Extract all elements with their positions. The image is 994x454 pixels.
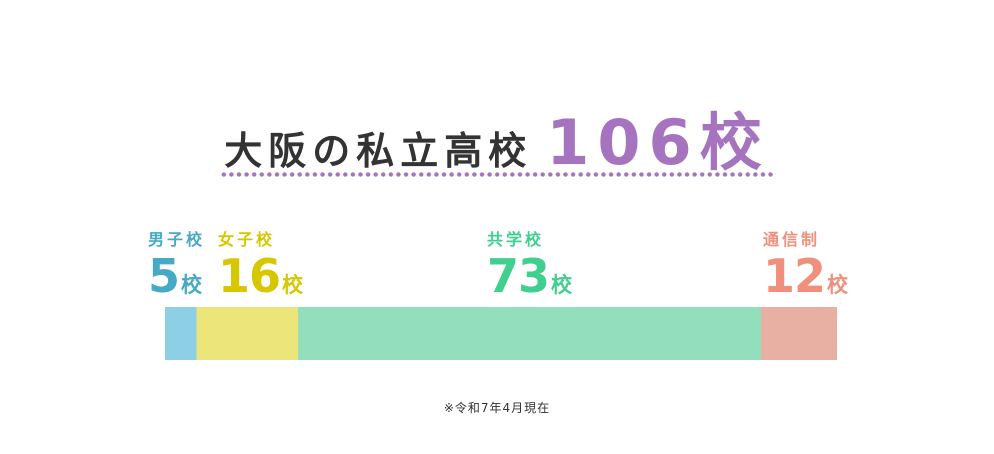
category-label-1: 男子校 5校 [148, 226, 205, 302]
footnote: ※令和7年4月現在 [443, 401, 551, 415]
bar-segment-2 [196, 307, 299, 360]
stacked-bar [165, 307, 837, 360]
title-dotted-underline [220, 172, 776, 177]
category-name: 女子校 [218, 230, 276, 249]
title-text: 大阪の私立高校 [224, 129, 533, 173]
title-total: 106校 [546, 106, 769, 179]
category-name: 男子校 [148, 230, 206, 249]
category-name: 通信制 [763, 230, 821, 249]
category-name: 共学校 [487, 230, 545, 249]
title-total-unit: 校 [699, 106, 770, 179]
category-value: 16 [218, 249, 281, 303]
chart-title: 大阪の私立高校 106校 [0, 92, 994, 182]
category-label-3: 共学校 73校 [487, 226, 572, 302]
category-label-4: 通信制 12校 [763, 226, 848, 302]
category-unit: 校 [181, 273, 203, 297]
bar-segment-1 [165, 307, 197, 360]
category-value: 12 [763, 249, 826, 303]
category-value: 73 [487, 249, 550, 303]
category-value: 5 [148, 249, 180, 303]
category-unit: 校 [827, 273, 849, 297]
category-unit: 校 [551, 273, 573, 297]
title-total-number: 106 [546, 106, 700, 179]
category-label-2: 女子校 16校 [218, 226, 303, 302]
bar-segment-3 [298, 307, 761, 360]
category-unit: 校 [282, 273, 304, 297]
bar-segment-4 [760, 307, 837, 360]
